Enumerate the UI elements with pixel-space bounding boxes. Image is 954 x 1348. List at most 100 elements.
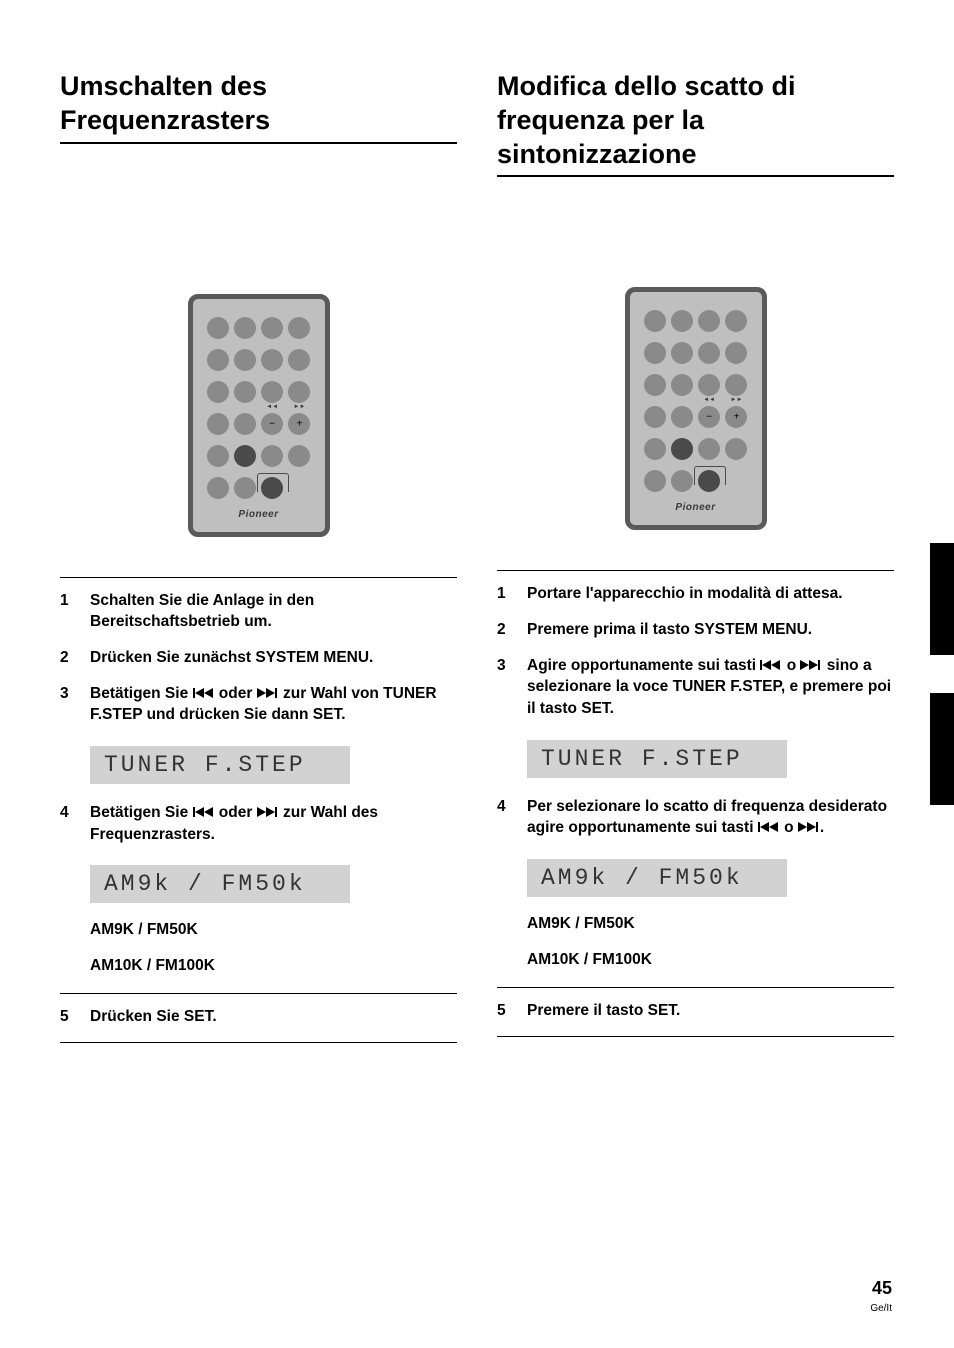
text-fragment: oder [215, 685, 257, 702]
remote-button [698, 374, 720, 396]
remote-button [644, 342, 666, 364]
divider [60, 577, 457, 578]
column-italian: Modifica dello scatto di frequenza per l… [497, 70, 894, 1055]
option-item: AM10K / FM100K [527, 951, 894, 969]
text-fragment: o [780, 819, 798, 836]
title-text: Modifica dello scatto di frequenza per l… [497, 70, 894, 171]
step-text: Drücken Sie zunächst SYSTEM MENU. [90, 647, 457, 669]
step-number: 3 [60, 683, 76, 726]
step-number: 1 [497, 583, 513, 605]
skip-back-icon [760, 660, 782, 670]
divider [497, 570, 894, 571]
remote-button [207, 317, 229, 339]
remote-prev-button [261, 413, 283, 435]
remote-button-highlighted [261, 477, 283, 499]
page-footer: 45 Ge/It [870, 1278, 892, 1314]
divider [497, 987, 894, 988]
side-tab [930, 693, 954, 805]
step-4: 4 Per selezionare lo scatto di frequenza… [497, 796, 894, 839]
option-item: AM10K / FM100K [90, 957, 457, 975]
remote-button [671, 310, 693, 332]
remote-button-dark [671, 438, 693, 460]
remote-illustration: Pioneer [497, 287, 894, 530]
remote-button [671, 342, 693, 364]
step-text: Schalten Sie die Anlage in den Bereitsch… [90, 590, 457, 633]
step-text: Drücken Sie SET. [90, 1006, 457, 1028]
remote-button [671, 374, 693, 396]
text-fragment: oder [215, 804, 257, 821]
remote-button [698, 438, 720, 460]
option-item: AM9K / FM50K [527, 915, 894, 933]
skip-back-icon [193, 807, 215, 817]
side-tab [930, 543, 954, 655]
remote-button [288, 317, 310, 339]
text-fragment: Agire opportunamente sui tasti [527, 657, 760, 674]
remote-button [725, 374, 747, 396]
step-number: 2 [497, 619, 513, 641]
remote-button [725, 310, 747, 332]
divider [60, 1042, 457, 1043]
remote-button [234, 413, 256, 435]
step-text: Premere il tasto SET. [527, 1000, 894, 1022]
step-number: 2 [60, 647, 76, 669]
skip-forward-icon [800, 660, 822, 670]
remote-button [261, 317, 283, 339]
option-list: AM9K / FM50K AM10K / FM100K [527, 915, 894, 969]
divider [497, 1036, 894, 1037]
text-fragment: . [820, 819, 824, 836]
step-number: 4 [60, 802, 76, 845]
remote-button [288, 381, 310, 403]
remote-button [261, 445, 283, 467]
step-2: 2 Drücken Sie zunächst SYSTEM MENU. [60, 647, 457, 669]
text-fragment: Per selezionare lo scatto di frequenza d… [527, 798, 887, 837]
remote-button [671, 406, 693, 428]
remote-button [207, 349, 229, 371]
page-number: 45 [870, 1278, 892, 1299]
option-item: AM9K / FM50K [90, 921, 457, 939]
remote-button [644, 406, 666, 428]
skip-back-icon [193, 688, 215, 698]
remote-button [288, 349, 310, 371]
skip-forward-icon [257, 807, 279, 817]
step-1: 1 Portare l'apparecchio in modalità di a… [497, 583, 894, 605]
step-3: 3 Betätigen Sie oder zur Wahl von TUNER … [60, 683, 457, 726]
step-3: 3 Agire opportunamente sui tasti o sino … [497, 655, 894, 720]
remote-control: Pioneer [625, 287, 767, 530]
step-number: 3 [497, 655, 513, 720]
remote-button [671, 470, 693, 492]
skip-forward-icon [798, 822, 820, 832]
remote-next-button [288, 413, 310, 435]
step-1: 1 Schalten Sie die Anlage in den Bereits… [60, 590, 457, 633]
remote-button [207, 413, 229, 435]
remote-button [698, 342, 720, 364]
remote-button [234, 349, 256, 371]
remote-button [644, 374, 666, 396]
text-fragment: o [782, 657, 800, 674]
column-german: Umschalten des Frequenzrasters [60, 70, 457, 1055]
remote-button [725, 342, 747, 364]
remote-button [234, 317, 256, 339]
step-number: 4 [497, 796, 513, 839]
remote-button [261, 349, 283, 371]
language-code: Ge/It [870, 1303, 892, 1314]
lcd-display: AM9k / FM50k [90, 865, 350, 903]
remote-button [261, 381, 283, 403]
step-number: 5 [60, 1006, 76, 1028]
remote-next-button [725, 406, 747, 428]
text-fragment: Betätigen Sie [90, 685, 193, 702]
remote-button [698, 310, 720, 332]
step-4: 4 Betätigen Sie oder zur Wahl des Freque… [60, 802, 457, 845]
remote-button [644, 310, 666, 332]
remote-button [207, 445, 229, 467]
step-5: 5 Premere il tasto SET. [497, 1000, 894, 1022]
lcd-display: AM9k / FM50k [527, 859, 787, 897]
step-number: 1 [60, 590, 76, 633]
step-text: Agire opportunamente sui tasti o sino a … [527, 655, 894, 720]
remote-button [234, 477, 256, 499]
step-text: Betätigen Sie oder zur Wahl von TUNER F.… [90, 683, 457, 726]
skip-forward-icon [257, 688, 279, 698]
remote-brand-label: Pioneer [644, 502, 748, 513]
remote-button [644, 470, 666, 492]
step-text: Per selezionare lo scatto di frequenza d… [527, 796, 894, 839]
section-title-left: Umschalten des Frequenzrasters [60, 70, 457, 144]
